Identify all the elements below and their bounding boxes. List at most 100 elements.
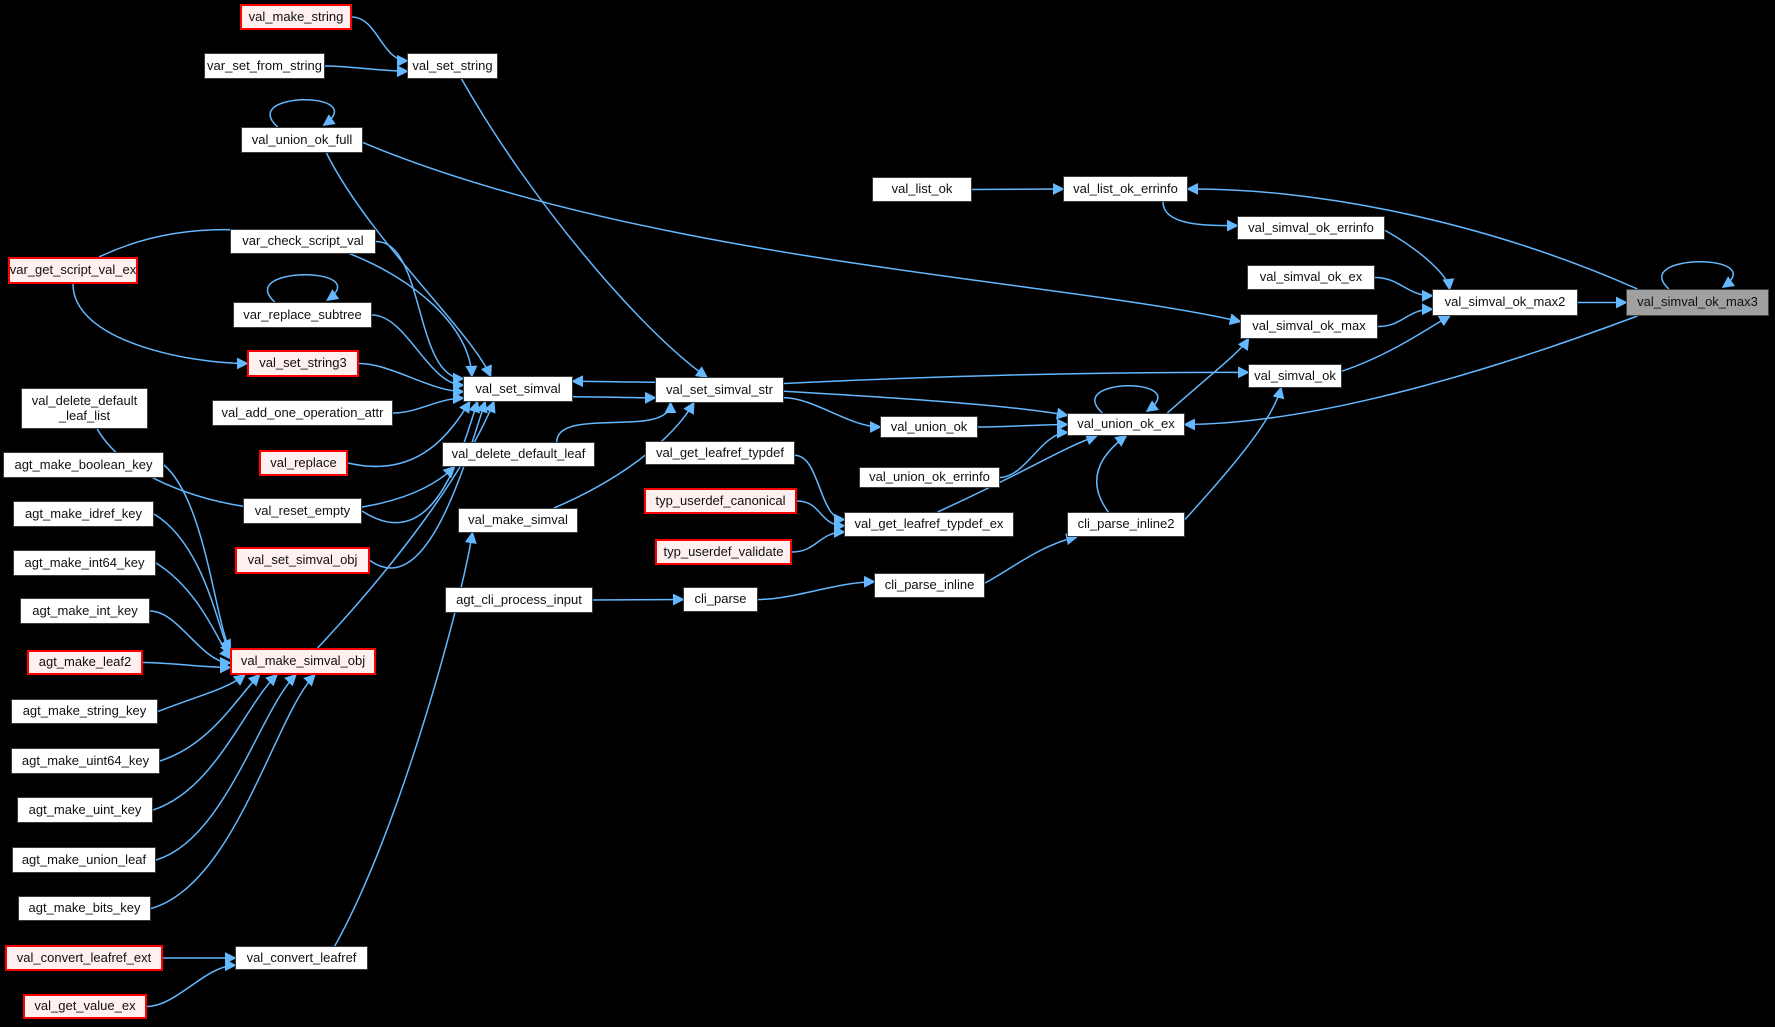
node-val_convert_leafref[interactable]: val_convert_leafref — [235, 946, 368, 970]
node-var_check_script_val[interactable]: var_check_script_val — [230, 229, 376, 254]
node-agt_make_leaf2[interactable]: agt_make_leaf2 — [27, 650, 143, 675]
graph-edge — [796, 500, 846, 532]
graph-edge — [977, 418, 1069, 431]
node-val_add_one_operation_attr[interactable]: val_add_one_operation_attr — [212, 400, 393, 426]
node-agt_make_idref_key[interactable]: agt_make_idref_key — [13, 501, 154, 527]
node-val_simval_ok_max2[interactable]: val_simval_ok_max2 — [1432, 289, 1578, 316]
graph-edge — [1096, 434, 1128, 513]
node-agt_make_int64_key[interactable]: agt_make_int64_key — [13, 550, 156, 576]
graph-edge — [971, 183, 1065, 196]
node-val_simval_ok[interactable]: val_simval_ok — [1248, 364, 1342, 388]
node-val_make_string[interactable]: val_make_string — [240, 4, 352, 30]
graph-edge — [369, 400, 488, 569]
graph-edge — [266, 274, 340, 303]
node-val_simval_ok_ex[interactable]: val_simval_ok_ex — [1247, 265, 1375, 290]
graph-edge — [1162, 201, 1239, 232]
graph-edge — [351, 16, 409, 67]
node-agt_make_boolean_key[interactable]: agt_make_boolean_key — [3, 452, 164, 478]
node-agt_make_union_leaf[interactable]: agt_make_union_leaf — [12, 847, 156, 873]
node-val_get_value_ex[interactable]: val_get_value_ex — [23, 994, 147, 1019]
graph-edge — [999, 426, 1069, 479]
graph-edge — [592, 593, 685, 606]
graph-edge — [153, 513, 231, 656]
graph-edge — [371, 314, 465, 392]
node-val_replace[interactable]: val_replace — [259, 450, 348, 476]
node-val_get_leafref_typdef_ex[interactable]: val_get_leafref_typdef_ex — [844, 512, 1014, 537]
graph-edge — [571, 375, 656, 388]
graph-edge — [163, 464, 231, 652]
node-val_set_simval_str[interactable]: val_set_simval_str — [655, 377, 784, 403]
graph-edge — [392, 392, 465, 414]
graph-edge — [791, 526, 846, 553]
node-cli_parse[interactable]: cli_parse — [683, 587, 758, 612]
graph-edge — [325, 152, 492, 378]
graph-edge — [362, 141, 1242, 326]
graph-edge — [572, 391, 657, 404]
graph-edge — [375, 240, 465, 385]
node-val_make_simval[interactable]: val_make_simval — [458, 508, 578, 533]
node-val_simval_ok_errinfo[interactable]: val_simval_ok_errinfo — [1237, 216, 1385, 240]
graph-edge — [460, 78, 709, 379]
graph-edge — [1166, 337, 1250, 414]
graph-edge — [1094, 385, 1160, 414]
node-val_convert_leafref_ext[interactable]: val_convert_leafref_ext — [5, 945, 163, 971]
node-cli_parse_inline[interactable]: cli_parse_inline — [874, 573, 985, 598]
graph-edge — [553, 401, 695, 509]
node-val_union_ok_ex[interactable]: val_union_ok_ex — [1067, 413, 1185, 436]
graph-edge — [1374, 276, 1434, 302]
node-val_delete_default_leaf[interactable]: val_delete_default_leaf — [442, 442, 595, 467]
graph-edge — [1661, 261, 1736, 290]
node-val_union_ok_errinfo[interactable]: val_union_ok_errinfo — [859, 467, 1000, 488]
graph-edge — [155, 562, 232, 660]
node-var_set_from_string[interactable]: var_set_from_string — [204, 53, 325, 79]
graph-edge — [794, 454, 846, 526]
node-cli_parse_inline2[interactable]: cli_parse_inline2 — [1067, 512, 1185, 537]
node-val_simval_ok_max3[interactable]: val_simval_ok_max3 — [1626, 289, 1769, 316]
node-val_delete_default_leaf_list[interactable]: val_delete_default _leaf_list — [21, 388, 148, 429]
node-val_get_leafref_typdef[interactable]: val_get_leafref_typdef — [645, 441, 795, 465]
node-agt_make_uint64_key[interactable]: agt_make_uint64_key — [11, 748, 160, 774]
graph-edge — [358, 362, 465, 398]
graph-edge — [157, 673, 247, 713]
node-var_replace_subtree[interactable]: var_replace_subtree — [233, 302, 372, 328]
node-agt_make_string_key[interactable]: agt_make_string_key — [11, 699, 158, 724]
graph-edge — [334, 531, 477, 947]
node-val_simval_ok_max[interactable]: val_simval_ok_max — [1240, 314, 1378, 339]
graph-edge — [149, 610, 232, 669]
node-val_list_ok_errinfo[interactable]: val_list_ok_errinfo — [1063, 176, 1188, 202]
graph-edge — [1183, 315, 1638, 431]
node-val_union_ok_full[interactable]: val_union_ok_full — [241, 127, 363, 153]
node-var_get_script_val_ex[interactable]: var_get_script_val_ex — [8, 257, 138, 284]
graph-edge — [155, 673, 297, 861]
node-val_reset_empty[interactable]: val_reset_empty — [243, 498, 362, 524]
node-val_set_simval[interactable]: val_set_simval — [463, 376, 573, 402]
graph-edge — [347, 400, 471, 468]
graph-edge — [146, 959, 237, 1008]
graph-edge — [984, 533, 1079, 584]
node-typ_userdef_validate[interactable]: typ_userdef_validate — [655, 539, 792, 565]
graph-edge — [159, 673, 261, 762]
graph-edge — [783, 397, 882, 433]
graph-edge — [1377, 303, 1434, 328]
graph-edge — [269, 99, 336, 128]
node-agt_make_int_key[interactable]: agt_make_int_key — [20, 598, 150, 624]
node-typ_userdef_canonical[interactable]: typ_userdef_canonical — [644, 488, 797, 514]
graph-edge — [556, 401, 677, 443]
node-val_list_ok[interactable]: val_list_ok — [872, 177, 972, 202]
node-agt_cli_process_input[interactable]: agt_cli_process_input — [445, 587, 593, 613]
node-val_set_simval_obj[interactable]: val_set_simval_obj — [235, 547, 370, 574]
graph-edge — [1384, 229, 1455, 291]
graph-edge — [361, 400, 481, 524]
node-val_set_string3[interactable]: val_set_string3 — [247, 350, 359, 377]
graph-edge — [937, 433, 1099, 513]
graph-edge — [783, 390, 1069, 420]
graph-edge — [72, 283, 249, 370]
node-agt_make_uint_key[interactable]: agt_make_uint_key — [17, 797, 153, 823]
node-val_union_ok[interactable]: val_union_ok — [880, 416, 978, 438]
node-val_set_string[interactable]: val_set_string — [407, 53, 498, 79]
graph-edge — [1186, 182, 1638, 290]
node-agt_make_bits_key[interactable]: agt_make_bits_key — [18, 896, 151, 921]
node-val_make_simval_obj[interactable]: val_make_simval_obj — [230, 648, 376, 675]
graph-edge — [150, 673, 316, 910]
